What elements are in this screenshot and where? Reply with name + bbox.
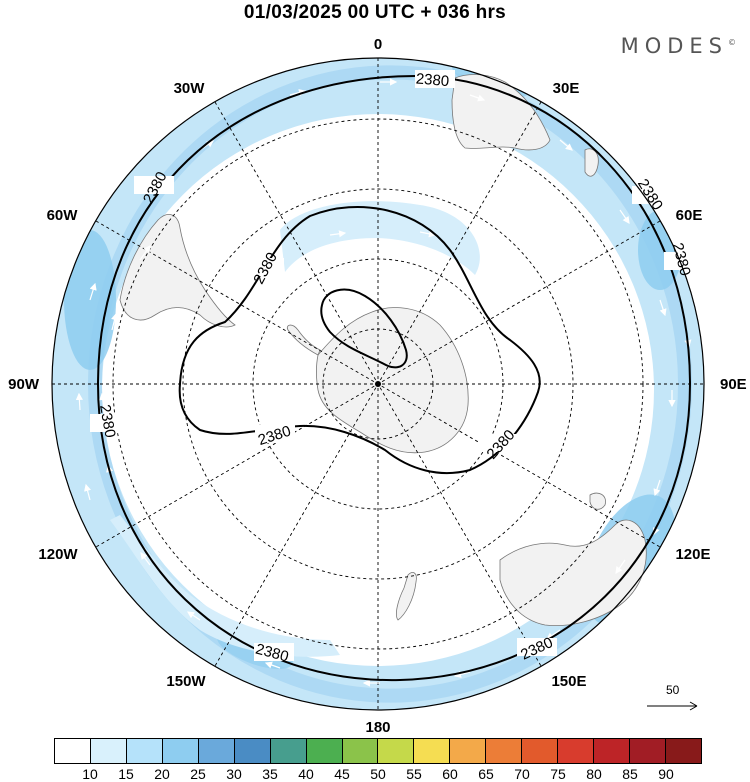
colorbar-swatch [522, 739, 559, 763]
colorbar-tick-label: 35 [262, 766, 278, 782]
map-title: 01/03/2025 00 UTC + 036 hrs [243, 2, 507, 23]
africa [451, 74, 551, 151]
south-pole-marker [375, 381, 381, 387]
new-zealand [396, 571, 417, 621]
colorbar-tick-label: 60 [442, 766, 458, 782]
copyright-mark: © [728, 38, 736, 47]
contour-inner [320, 288, 408, 369]
contour-label: 2380 [415, 70, 450, 90]
colorbar-swatch [270, 739, 307, 763]
madagascar [584, 148, 599, 177]
colorbar-tick-label: 70 [514, 766, 530, 782]
australia [499, 519, 647, 626]
wind-vectors [75, 78, 692, 687]
map-border [51, 57, 705, 711]
lon-label-30e: 30E [553, 80, 580, 97]
colorbar-tick-label: 55 [406, 766, 422, 782]
lon-label-90e: 90E [720, 376, 747, 393]
longitude-labels: 0 30E 60E 90E 120E 150E 180 150W 120W 90… [8, 36, 747, 736]
lon-label-150e: 150E [551, 673, 586, 690]
lon-label-60w: 60W [47, 207, 79, 224]
colorbar-swatch [594, 739, 630, 763]
colorbar-tick-label: 45 [334, 766, 350, 782]
lon-label-150w: 150W [166, 673, 206, 690]
brand-name: MODES [620, 34, 728, 58]
colorbar-tick-label: 20 [154, 766, 170, 782]
colorbar-swatch [414, 739, 451, 763]
colorbar-swatch [162, 739, 199, 763]
colorbar-tick-label: 30 [226, 766, 242, 782]
colorbar [54, 738, 702, 764]
colorbar-swatch [450, 739, 487, 763]
colorbar-tick-label: 25 [190, 766, 206, 782]
lon-label-180: 180 [365, 719, 390, 736]
lon-label-90w: 90W [8, 376, 40, 393]
lon-label-60e: 60E [676, 207, 703, 224]
colorbar-swatch [558, 739, 595, 763]
lon-label-120e: 120E [675, 546, 710, 563]
colorbar-swatch [234, 739, 271, 763]
colorbar-labels: 10 15 20 25 30 35 40 45 50 55 60 65 70 75 80 85 90 [54, 766, 702, 782]
lon-label-30w: 30W [174, 80, 206, 97]
colorbar-tick-label: 85 [622, 766, 638, 782]
colorbar-tick-label: 15 [118, 766, 134, 782]
jet-band-lower [110, 515, 340, 657]
reference-vector-label: 50 [666, 683, 680, 697]
colorbar-swatch [306, 739, 343, 763]
colorbar-tick-label: 65 [478, 766, 494, 782]
contour-label: 2380 [96, 403, 119, 439]
land-masses [119, 74, 647, 626]
colorbar-tick-label: 90 [658, 766, 674, 782]
colorbar-tick-label: 50 [370, 766, 386, 782]
jet-band-inner [280, 201, 480, 275]
south-america [119, 214, 236, 328]
colorbar-tick-label: 40 [298, 766, 314, 782]
colorbar-swatch [378, 739, 415, 763]
antarctic-peninsula [286, 324, 321, 356]
tasmania [589, 492, 606, 510]
arrow-right-icon [647, 701, 698, 711]
colorbar-swatch [486, 739, 523, 763]
colorbar-tick-label: 75 [550, 766, 566, 782]
lon-label-0: 0 [374, 36, 382, 53]
colorbar-swatch [55, 739, 91, 763]
colorbar-swatch [342, 739, 379, 763]
colorbar-tick-label: 80 [586, 766, 602, 782]
colorbar-swatch [630, 739, 666, 763]
modes-logo: MODES© [621, 34, 736, 58]
colorbar-swatch [665, 739, 701, 763]
colorbar-swatch [198, 739, 235, 763]
colorbar-swatch [126, 739, 163, 763]
lon-label-120w: 120W [38, 546, 78, 563]
colorbar-swatch [90, 739, 127, 763]
colorbar-tick-label: 10 [82, 766, 98, 782]
